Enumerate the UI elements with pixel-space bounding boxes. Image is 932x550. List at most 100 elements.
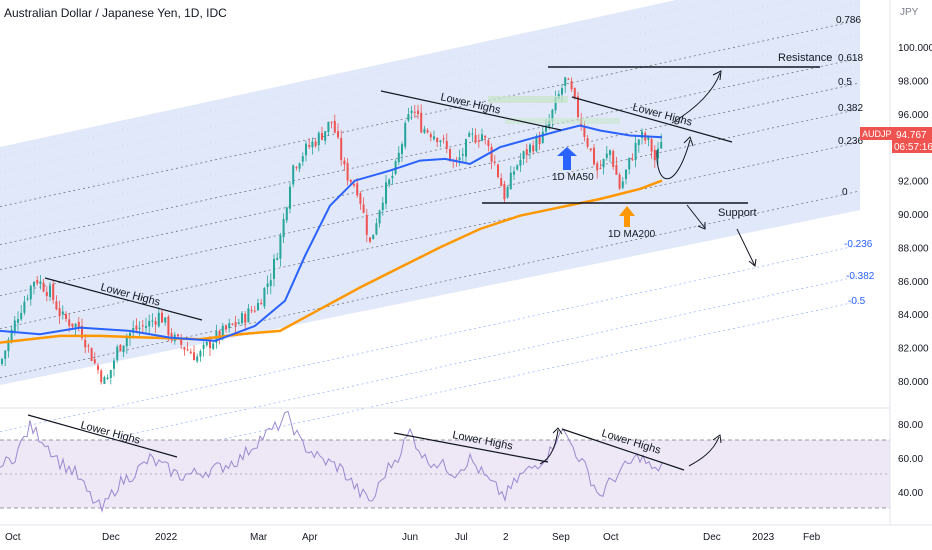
resistance-zone-2 <box>505 118 620 124</box>
time-tick: Oct <box>603 532 619 543</box>
candle-body <box>570 81 573 90</box>
channel-sub-line-3 <box>0 17 861 205</box>
candle-body <box>439 140 442 143</box>
candle-body <box>321 133 323 140</box>
price-axis-bg[interactable] <box>890 0 932 525</box>
ma200-line <box>0 179 663 344</box>
fib-line-2 <box>0 82 861 270</box>
candle-body <box>45 291 48 297</box>
candle-body <box>183 347 186 350</box>
candle-body <box>298 163 301 169</box>
time-tick: Jun <box>402 532 418 543</box>
candle-body <box>410 110 413 114</box>
channel-sub-line-2 <box>0 1 861 189</box>
time-tick: 2023 <box>752 532 775 543</box>
candle-body <box>532 145 535 152</box>
candle-body <box>346 162 349 181</box>
candle-body <box>97 365 99 370</box>
candle-body <box>516 165 519 170</box>
candle-body <box>36 279 39 284</box>
candle-body <box>42 282 45 292</box>
candle-body <box>103 377 106 384</box>
candle-body <box>77 321 80 328</box>
candle-body <box>247 308 250 323</box>
candle-body <box>340 137 343 161</box>
candle-body <box>177 334 179 337</box>
rsi-lower-highs-3 <box>561 428 685 471</box>
candle-body <box>647 136 650 140</box>
candle-body <box>250 310 253 312</box>
price-tick: 88.000 <box>898 243 929 254</box>
bear-arrow-2 <box>736 228 756 267</box>
candle-body <box>513 171 515 175</box>
candle-body <box>209 340 211 349</box>
candle-body <box>311 141 314 148</box>
candle-body <box>356 183 359 196</box>
lower-highs-line-2 <box>380 90 562 131</box>
candle-body <box>577 96 579 117</box>
time-tick: Dec <box>102 532 120 543</box>
support-label: Support <box>718 207 757 219</box>
channel-sub-line-5 <box>0 49 861 237</box>
candle-body <box>567 78 570 80</box>
candle-body <box>337 131 339 138</box>
candle-body <box>301 156 304 162</box>
candle-body <box>583 126 586 137</box>
candle-body <box>33 281 35 287</box>
candle-body <box>503 183 506 200</box>
candle-body <box>295 167 298 169</box>
candle-body <box>385 182 387 204</box>
candle-body <box>525 149 528 155</box>
candle-body <box>481 134 483 141</box>
candle-body <box>372 234 375 240</box>
time-tick: Oct <box>5 532 21 543</box>
candle-body <box>231 323 234 325</box>
channel-sub-line-7 <box>0 81 861 269</box>
candle-body <box>132 327 135 333</box>
time-tick: Sep <box>552 532 570 543</box>
candle-body <box>407 114 410 121</box>
channel-fill <box>0 0 860 385</box>
candle-body <box>593 147 595 165</box>
candle-body <box>279 235 282 259</box>
candle-body <box>602 158 605 168</box>
pullback-arrowhead <box>683 136 694 147</box>
rsi-axis-ticks: 80.00 60.00 40.00 <box>898 420 923 499</box>
candle-body <box>551 109 554 121</box>
candle-body <box>125 338 128 347</box>
candle-body <box>87 345 90 347</box>
rsi-lower-highs-1 <box>27 414 178 458</box>
candle-body <box>116 346 119 360</box>
candle-body <box>442 138 445 140</box>
symbol-tag-text: AUDJPY <box>862 129 898 139</box>
candle-body <box>52 283 55 301</box>
candle-body <box>317 132 320 146</box>
time-tick: Apr <box>302 532 318 543</box>
candle-body <box>154 321 157 325</box>
candle-body <box>458 157 461 161</box>
candle-body <box>631 159 634 161</box>
rsi-tick: 80.00 <box>898 420 923 431</box>
fib-line-3 <box>0 108 861 296</box>
time-tick: Dec <box>703 532 721 543</box>
candle-body <box>138 327 141 329</box>
candle-body <box>487 140 490 147</box>
candle-body <box>199 351 202 357</box>
candle-body <box>529 144 531 153</box>
candle-body <box>471 133 474 135</box>
candle-body <box>657 148 659 159</box>
symbol-tag <box>860 127 892 140</box>
candle-body <box>397 152 400 163</box>
fib-0382: 0.382 <box>838 103 863 114</box>
channel-sub-line-4 <box>0 33 861 221</box>
candle-body <box>61 311 64 315</box>
candle-body <box>122 345 125 353</box>
fib-0236: 0.236 <box>838 136 863 147</box>
candle-body <box>548 120 551 128</box>
candle-body <box>285 207 288 221</box>
candle-body <box>522 151 525 159</box>
price-tick: 86.000 <box>898 277 929 288</box>
candle-body <box>628 157 631 170</box>
resistance-label: Resistance <box>778 52 832 64</box>
